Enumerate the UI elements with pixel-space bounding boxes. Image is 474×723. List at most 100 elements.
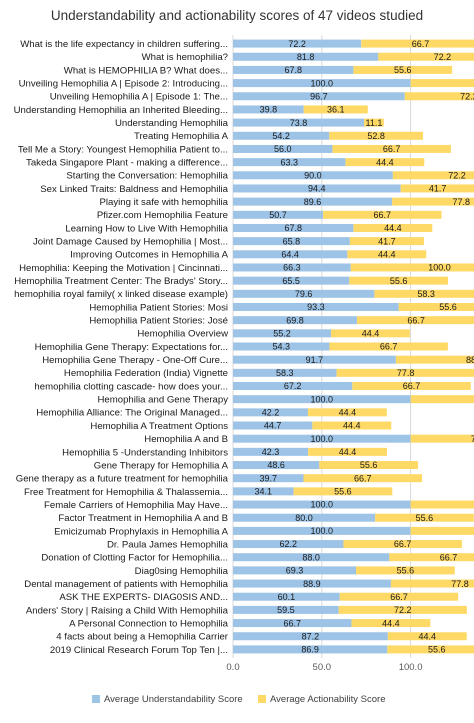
category-label: 2019 Clinical Research Forum Top Ten |..… [50, 645, 228, 656]
category-label: Hemophilia Patient Stories: Mosi [89, 302, 228, 313]
bar-understandability [233, 144, 333, 153]
category-label: Hemophilia Overview [137, 329, 228, 340]
bar-understandability [233, 592, 340, 601]
bar-understandability [233, 645, 388, 654]
bar-understandability [233, 619, 352, 628]
bar-understandability [233, 276, 350, 285]
value-label-actionability: 66.7 [383, 144, 401, 154]
category-label: Hemophilia Gene Therapy - One-Off Cure..… [42, 355, 228, 366]
bar-understandability [233, 513, 376, 522]
bar-actionability [339, 592, 459, 601]
value-label-actionability: 66.7 [394, 539, 412, 549]
value-label-understandability: 69.8 [286, 315, 304, 325]
bar-actionability [332, 144, 451, 153]
value-label-understandability: 94.4 [308, 184, 326, 194]
value-label-understandability: 50.7 [269, 210, 287, 220]
bar-understandability [233, 158, 346, 167]
bar-understandability [233, 105, 304, 114]
bar-actionability [351, 619, 431, 628]
bar-understandability [233, 210, 324, 219]
bar-actionability [338, 605, 467, 614]
value-label-actionability: 66.7 [412, 39, 430, 49]
value-label-actionability: 41.7 [378, 236, 396, 246]
category-label: Emicizumab Prophylaxis in Hemophilia A [54, 526, 228, 537]
bar-actionability [345, 158, 425, 167]
bar-actionability [323, 210, 442, 219]
category-label: What is hemophilia? [142, 52, 228, 63]
bar-actionability [356, 316, 474, 325]
bar-actionability [374, 289, 474, 298]
category-label: Hemophilia A Treatment Options [90, 421, 228, 432]
value-label-actionability: 44.4 [376, 157, 394, 167]
bar-understandability [233, 329, 332, 338]
bar-actionability [349, 237, 424, 246]
bar-actionability [387, 645, 474, 654]
bar-actionability [356, 566, 455, 575]
bar-understandability [233, 566, 357, 575]
legend-swatch-understandability [92, 695, 100, 703]
x-tick-label: 100.0 [399, 662, 423, 673]
legend: Average Understandability Score Average A… [92, 694, 385, 705]
bar-understandability [233, 250, 348, 259]
value-label-actionability: 55.6 [360, 460, 378, 470]
bar-actionability [352, 382, 471, 391]
category-label: Hemophilia Gene Therapy: Expectations fo… [35, 342, 228, 353]
category-label: hemophilia royal family( x linked diseas… [14, 289, 228, 300]
bar-actionability [331, 329, 410, 338]
value-label-actionability: 55.6 [394, 65, 412, 75]
bar-actionability [378, 52, 474, 61]
category-label: Understanding Hemophilia [115, 118, 229, 129]
value-label-actionability: 55.6 [334, 487, 352, 497]
value-label-understandability: 93.3 [307, 302, 325, 312]
bar-actionability [387, 632, 467, 641]
bar-understandability [233, 263, 351, 272]
category-label: Playing it safe with hemophilia [99, 197, 228, 208]
bar-understandability [233, 579, 391, 588]
bar-understandability [233, 447, 309, 456]
value-label-actionability: 44.4 [362, 329, 380, 339]
bar-understandability [233, 553, 390, 562]
bar-understandability [233, 39, 362, 48]
value-label-understandability: 34.1 [255, 487, 273, 497]
category-label: Female Carriers of Hemophilia May Have..… [44, 500, 228, 511]
bar-actionability [308, 447, 387, 456]
value-label-understandability: 60.1 [278, 592, 296, 602]
category-label: Pfizer.com Hemophilia Feature [97, 210, 228, 221]
value-label-understandability: 59.5 [277, 605, 295, 615]
bar-understandability [233, 526, 411, 535]
bar-actionability [353, 223, 433, 232]
bar-understandability [233, 92, 405, 101]
value-label-actionability: 44.4 [343, 421, 361, 431]
value-label-understandability: 90.0 [304, 170, 322, 180]
value-label-actionability: 72.2 [394, 605, 412, 615]
category-label: Hemophilia Alliance: The Original Manage… [36, 408, 228, 419]
bar-actionability [353, 65, 453, 74]
value-label-actionability: 44.4 [378, 250, 396, 260]
category-label: Gene therapy as a future treatment for h… [16, 474, 229, 485]
bar-understandability [233, 500, 411, 509]
bar-understandability [233, 79, 411, 88]
value-label-actionability: 77.8 [471, 434, 474, 444]
bar-understandability [233, 540, 344, 549]
category-label: Understanding Hemophilia an Inherited Bl… [14, 105, 228, 116]
bar-actionability [410, 500, 474, 509]
value-label-understandability: 69.3 [286, 566, 304, 576]
bar-actionability [389, 553, 474, 562]
chart-title: Understandability and actionability scor… [50, 8, 424, 23]
value-label-understandability: 63.3 [280, 157, 298, 167]
value-label-actionability: 72.2 [448, 170, 466, 180]
bar-actionability [395, 355, 474, 364]
value-label-actionability: 55.6 [397, 566, 415, 576]
legend-swatch-actionability [258, 695, 266, 703]
value-label-actionability: 66.7 [440, 552, 458, 562]
value-label-understandability: 42.2 [262, 408, 280, 418]
value-label-understandability: 62.2 [279, 539, 297, 549]
bars-layer [233, 39, 474, 654]
value-label-understandability: 100.0 [311, 78, 334, 88]
value-label-understandability: 88.0 [302, 552, 320, 562]
value-label-understandability: 100.0 [311, 500, 334, 510]
value-label-actionability: 66.7 [407, 315, 425, 325]
value-label-actionability: 66.7 [403, 381, 421, 391]
category-label: Dental management of patients with Hemop… [24, 579, 228, 590]
legend-label-actionability: Average Actionability Score [270, 694, 385, 705]
